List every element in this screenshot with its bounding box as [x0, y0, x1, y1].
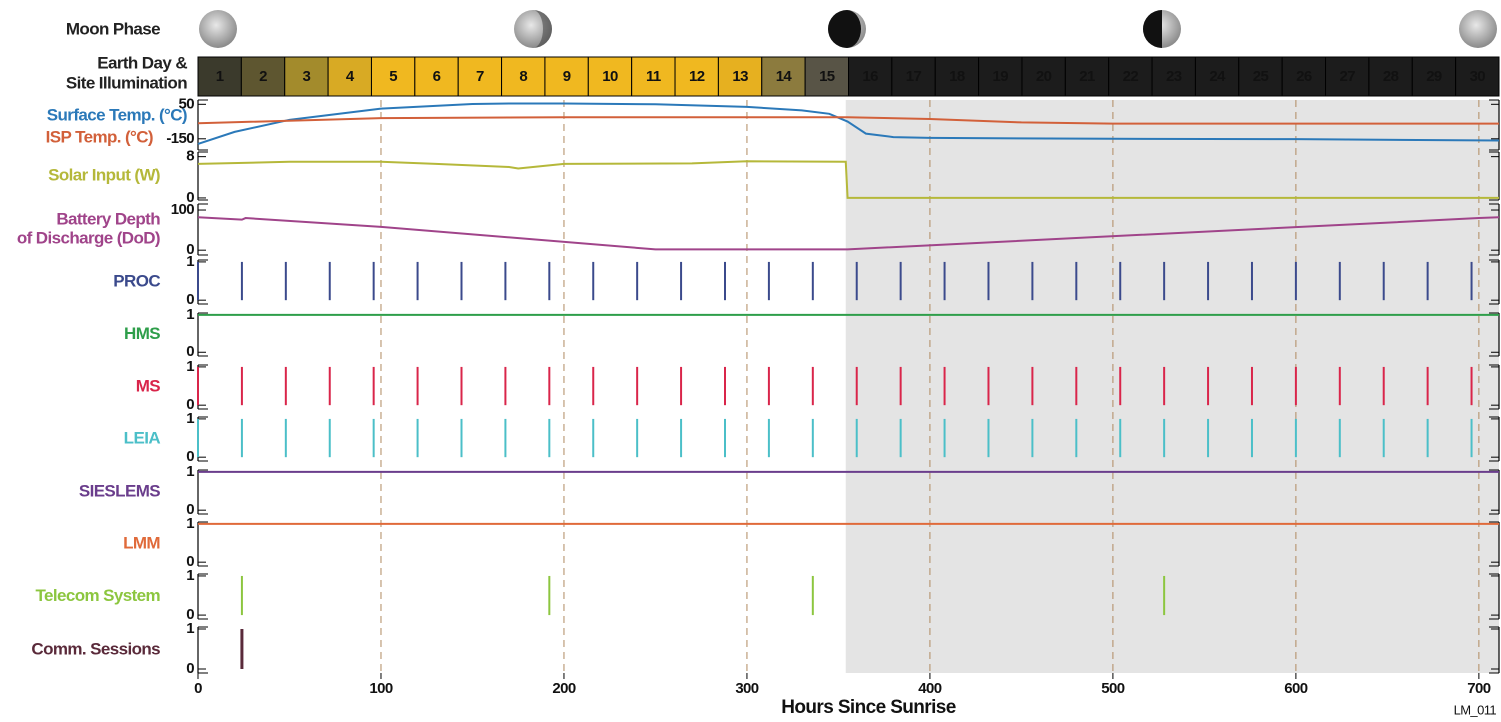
day-number: 7: [476, 68, 484, 85]
day-number: 30: [1470, 68, 1486, 85]
day-number: 28: [1383, 68, 1399, 85]
y-tick-label: 1: [186, 306, 194, 323]
series-label: Battery Depth: [56, 209, 160, 228]
day-label: Earth Day &: [97, 53, 187, 72]
x-tick-label: 700: [1467, 680, 1490, 697]
x-tick-label: 500: [1101, 680, 1124, 697]
x-tick-label: 100: [369, 680, 392, 697]
x-tick-label: 400: [918, 680, 941, 697]
day-number: 2: [259, 68, 267, 85]
y-tick-label: 1: [186, 410, 194, 427]
x-tick-label: 600: [1284, 680, 1307, 697]
x-tick-label: 300: [735, 680, 758, 697]
day-number: 1: [216, 68, 224, 85]
series-label: Telecom System: [35, 586, 160, 605]
day-number: 17: [906, 68, 922, 85]
moon-icons: [199, 10, 1497, 48]
day-number: 6: [433, 68, 441, 85]
day-number: 8: [519, 68, 527, 85]
x-tick-label: 0: [194, 680, 202, 697]
y-tick-label: 8: [186, 148, 194, 165]
day-number: 12: [689, 68, 705, 85]
series-label: Surface Temp. (°C): [47, 105, 187, 124]
chart: Moon Phase Earth Day & Site Illumination…: [0, 0, 1501, 722]
series-label: LMM: [123, 533, 160, 552]
moon-full: [199, 10, 237, 48]
day-number: 13: [732, 68, 748, 85]
day-number: 18: [949, 68, 965, 85]
series-label: Comm. Sessions: [31, 639, 160, 658]
day-label: Site Illumination: [66, 73, 187, 92]
y-tick-label: 1: [186, 358, 194, 375]
day-number: 20: [1036, 68, 1052, 85]
series-label: MS: [136, 376, 161, 395]
day-number: 25: [1253, 68, 1269, 85]
y-tick-label: 1: [186, 253, 194, 270]
series-label: of Discharge (DoD): [17, 228, 160, 247]
y-tick-label: 1: [186, 463, 194, 480]
day-number: 9: [563, 68, 571, 85]
day-number: 21: [1079, 68, 1095, 85]
y-tick-label: 100: [171, 201, 194, 218]
moon-shadow: [1143, 10, 1162, 48]
y-tick-label: 1: [186, 567, 194, 584]
series-label: PROC: [113, 271, 160, 290]
y-tick-label: 1: [186, 515, 194, 532]
day-number: 5: [389, 68, 397, 85]
series-label: LEIA: [124, 428, 161, 447]
series-label: Solar Input (W): [48, 165, 160, 184]
y-tick-label: 0: [186, 660, 194, 677]
moon-shadow: [828, 10, 861, 48]
day-number: 11: [646, 68, 661, 85]
day-number: 26: [1296, 68, 1312, 85]
day-number: 3: [303, 68, 311, 85]
series-label: HMS: [124, 324, 160, 343]
day-number: 4: [346, 68, 355, 85]
day-number: 24: [1209, 68, 1226, 85]
moon-label: Moon Phase: [66, 19, 160, 38]
day-number: 29: [1426, 68, 1442, 85]
day-number: 16: [862, 68, 878, 85]
series-label: ISP Temp. (°C): [46, 127, 153, 146]
day-number: 10: [602, 68, 618, 85]
figure-id: LM_011: [1454, 702, 1497, 717]
day-number: 27: [1339, 68, 1355, 85]
x-axis-label: Hours Since Sunrise: [781, 697, 955, 718]
x-tick-label: 200: [552, 680, 575, 697]
day-number: 15: [819, 68, 835, 85]
day-number: 19: [993, 68, 1009, 85]
day-number: 14: [776, 68, 793, 85]
moon-full: [1459, 10, 1497, 48]
day-number: 22: [1123, 68, 1139, 85]
y-tick-label: 1: [186, 620, 194, 637]
day-number: 23: [1166, 68, 1182, 85]
series-label: SIESLEMS: [79, 481, 160, 500]
y-tick-label: -150: [166, 130, 194, 147]
